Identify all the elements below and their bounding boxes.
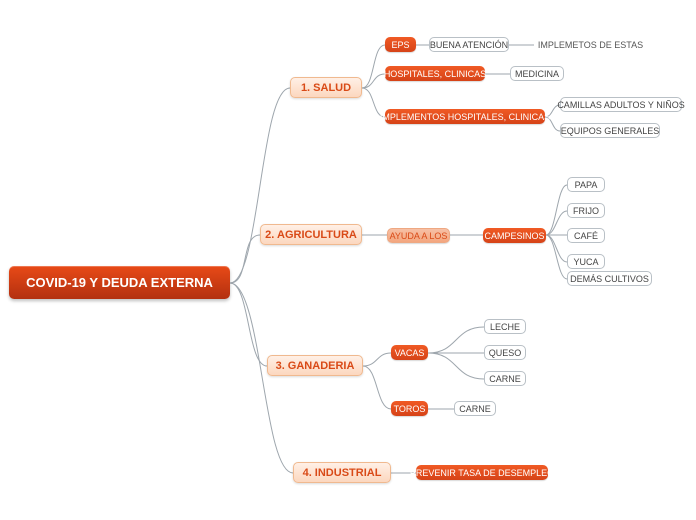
node-toros[interactable]: TOROS: [391, 401, 428, 416]
node-demas[interactable]: DEMÁS CULTIVOS: [567, 271, 652, 286]
node-ayuda[interactable]: AYUDA A LOS: [387, 228, 450, 243]
node-implementos-estas[interactable]: IMPLEMETOS DE ESTAS: [534, 36, 647, 53]
node-eps[interactable]: EPS: [385, 37, 416, 52]
node-cafe[interactable]: CAFÉ: [567, 228, 605, 243]
root-node[interactable]: COVID-19 Y DEUDA EXTERNA: [9, 266, 230, 299]
node-yuca[interactable]: YUCA: [567, 254, 605, 269]
node-hospitales[interactable]: HOSPITALES, CLINICAS: [385, 66, 485, 81]
node-buena-atencion[interactable]: BUENA ATENCIÓN: [429, 37, 509, 52]
node-campesinos[interactable]: CAMPESINOS: [483, 228, 546, 243]
category-ganaderia[interactable]: 3. GANADERIA: [267, 355, 363, 376]
node-implementos-hosp[interactable]: IMPLEMENTOS HOSPITALES, CLINICAS: [385, 109, 545, 124]
node-vacas[interactable]: VACAS: [391, 345, 428, 360]
node-queso[interactable]: QUESO: [484, 345, 526, 360]
node-frijo[interactable]: FRIJO: [567, 203, 605, 218]
node-camillas[interactable]: CAMILLAS ADULTOS Y NIÑOS: [560, 97, 682, 112]
node-medicina[interactable]: MEDICINA: [510, 66, 564, 81]
category-industrial[interactable]: 4. INDUSTRIAL: [293, 462, 391, 483]
category-salud[interactable]: 1. SALUD: [290, 77, 362, 98]
node-equipos[interactable]: EQUIPOS GENERALES: [560, 123, 660, 138]
node-prevenir[interactable]: PREVENIR TASA DE DESEMPLEO: [416, 465, 548, 480]
node-papa[interactable]: PAPA: [567, 177, 605, 192]
node-leche[interactable]: LECHE: [484, 319, 526, 334]
node-carne-v[interactable]: CARNE: [484, 371, 526, 386]
node-carne-t[interactable]: CARNE: [454, 401, 496, 416]
category-agricultura[interactable]: 2. AGRICULTURA: [260, 224, 362, 245]
